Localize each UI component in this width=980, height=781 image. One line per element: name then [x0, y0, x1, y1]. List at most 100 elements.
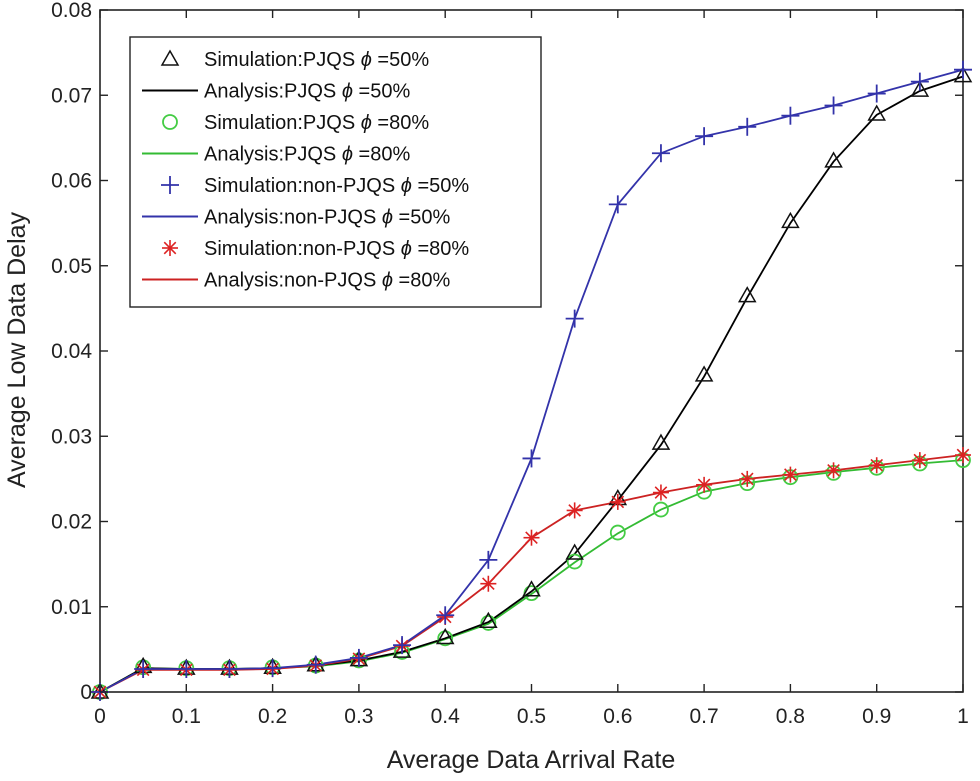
marker-shape — [609, 524, 626, 541]
y-tick-label: 0.02 — [51, 511, 92, 534]
x-tick-label: 1 — [957, 705, 969, 728]
legend-label: Simulation:non-PJQS ϕ =80% — [204, 238, 469, 260]
legend-phi-value: =50% — [359, 81, 411, 103]
legend-phi-value: =80% — [399, 270, 451, 292]
simulation-marker-2 — [565, 309, 584, 328]
simulation-marker-2 — [910, 72, 929, 91]
y-tick-label: 0.07 — [51, 84, 92, 107]
marker-stroke — [482, 577, 495, 591]
x-tick-label: 0.2 — [258, 705, 287, 728]
simulation-marker-0 — [781, 211, 800, 229]
simulation-marker-2 — [954, 60, 972, 79]
marker-shape — [910, 80, 930, 97]
marker-stroke — [654, 486, 668, 499]
x-tick-label: 0.3 — [344, 705, 373, 728]
simulation-marker-3 — [739, 470, 756, 487]
legend-phi-symbol: ϕ — [382, 207, 399, 229]
marker-stroke — [568, 504, 581, 517]
marker-stroke — [784, 468, 797, 481]
x-tick-label: 0.5 — [517, 705, 546, 728]
simulation-marker-2 — [522, 449, 541, 468]
marker-shape — [651, 433, 671, 450]
simulation-marker-0 — [737, 286, 757, 303]
legend-label-text: Simulation:PJQS — [204, 49, 361, 71]
simulation-marker-0 — [910, 80, 930, 97]
legend-label: Analysis:non-PJQS ϕ =80% — [204, 270, 450, 292]
simulation-marker-2 — [651, 144, 670, 163]
y-tick-label: 0.05 — [51, 255, 92, 278]
simulation-marker-0 — [522, 580, 541, 597]
legend-marker — [161, 176, 179, 194]
marker-shape — [867, 104, 886, 121]
simulation-marker-2 — [695, 127, 714, 146]
legend-label-text: Simulation:PJQS — [204, 112, 361, 134]
simulation-marker-3 — [609, 493, 626, 510]
legend-label: Simulation:non-PJQS ϕ =50% — [204, 175, 469, 197]
simulation-marker-3 — [652, 484, 669, 501]
series-layer — [90, 60, 973, 701]
y-tick-label: 0.06 — [51, 170, 92, 193]
x-tick-label: 0.4 — [431, 705, 461, 728]
legend-phi-symbol: ϕ — [361, 49, 378, 71]
marker-stroke — [163, 241, 177, 255]
legend-phi-symbol: ϕ — [342, 81, 359, 103]
legend-entry: Analysis:PJQS ϕ =80% — [142, 144, 410, 166]
legend-phi-symbol: ϕ — [382, 270, 399, 292]
marker-shape — [437, 630, 454, 647]
legend-label-text: Analysis:PJQS — [204, 81, 342, 103]
marker-shape — [160, 49, 180, 66]
simulation-marker-3 — [696, 476, 713, 493]
simulation-marker-2 — [306, 655, 325, 674]
legend-phi-value: =50% — [417, 175, 469, 197]
legend-phi-symbol: ϕ — [361, 112, 378, 134]
legend-phi-value: =80% — [377, 112, 429, 134]
marker-shape — [522, 580, 541, 597]
simulation-marker-0 — [565, 543, 584, 560]
marker-shape — [953, 66, 973, 83]
legend-marker — [160, 49, 180, 66]
marker-shape — [653, 501, 669, 518]
simulation-marker-3 — [955, 447, 971, 464]
legend-label: Analysis:non-PJQS ϕ =50% — [204, 207, 450, 229]
y-tick-label: 0.04 — [51, 340, 92, 363]
x-tick-label: 0.9 — [862, 705, 891, 728]
y-tick-label: 0.08 — [51, 0, 92, 22]
marker-stroke — [697, 478, 711, 492]
simulation-marker-3 — [868, 457, 885, 474]
marker-stroke — [827, 464, 840, 477]
legend-phi-value: =50% — [399, 207, 451, 229]
simulation-marker-2 — [436, 606, 455, 625]
legend-marker — [162, 114, 178, 130]
legend-entry: Analysis:PJQS ϕ =50% — [142, 81, 410, 103]
simulation-marker-2 — [263, 659, 282, 678]
legend-entry: Simulation:non-PJQS ϕ =50% — [161, 175, 469, 197]
simulation-marker-3 — [825, 462, 842, 479]
legend-label-text: Simulation:non-PJQS — [204, 175, 401, 197]
marker-stroke — [740, 472, 754, 486]
simulation-marker-1 — [609, 524, 626, 541]
marker-shape — [162, 114, 178, 130]
simulation-marker-0 — [867, 104, 886, 121]
simulation-marker-2 — [220, 659, 239, 678]
x-tick-label: 0.8 — [776, 705, 805, 728]
simulation-marker-3 — [911, 452, 928, 469]
legend-entry: Simulation:PJQS ϕ =80% — [162, 112, 429, 134]
simulation-marker-1 — [566, 553, 583, 570]
legend: Simulation:PJQS ϕ =50%Analysis:PJQS ϕ =5… — [129, 36, 542, 308]
simulation-marker-0 — [435, 627, 455, 645]
legend-box — [129, 36, 542, 308]
simulation-marker-0 — [953, 66, 973, 83]
simulation-marker-2 — [177, 659, 196, 678]
marker-stroke — [611, 495, 625, 509]
marker-shape — [480, 615, 497, 631]
legend-entry: Simulation:non-PJQS ϕ =80% — [162, 238, 469, 260]
axes-layer: 0 0.1 0.2 0.3 0.4 0.5 0.6 0.7 0.8 0.9 1 0 0.01 0.02 0.… — [51, 0, 969, 728]
legend-label: Analysis:PJQS ϕ =50% — [204, 81, 410, 103]
simulation-marker-3 — [566, 502, 583, 519]
legend-entry: Simulation:PJQS ϕ =50% — [160, 49, 429, 71]
marker-stroke — [870, 458, 884, 472]
legend-marker — [162, 240, 178, 256]
simulation-marker-1 — [437, 630, 454, 647]
y-tick-label: 0.03 — [51, 425, 92, 448]
